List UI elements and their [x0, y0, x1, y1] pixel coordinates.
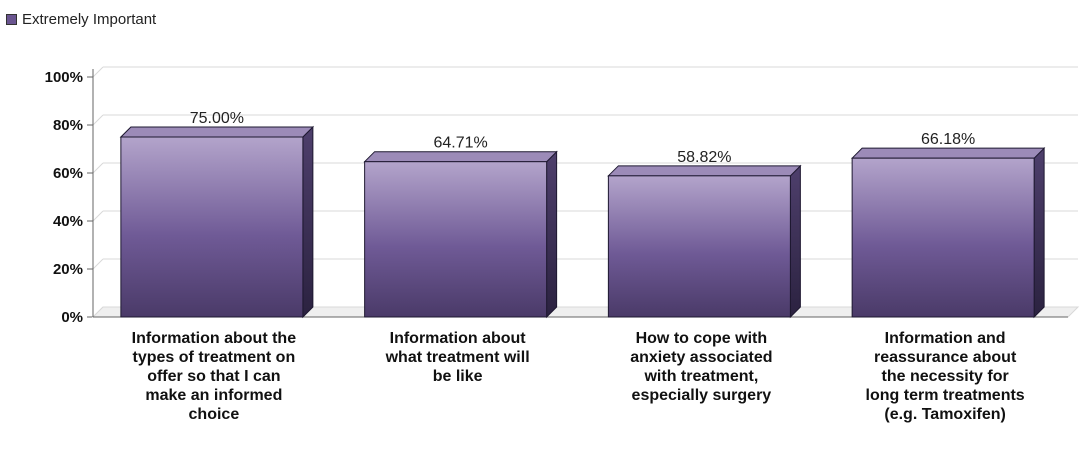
bar-side [1033, 146, 1045, 319]
gridline-side [92, 66, 104, 78]
y-tick-label: 100% [45, 69, 83, 86]
gridline-side [92, 162, 104, 174]
y-tick-label: 80% [53, 117, 83, 134]
x-tick-label: Information about the types of treatment … [132, 330, 297, 423]
data-label: 64.71% [433, 135, 487, 152]
x-tick-label: How to cope with anxiety associated with t… [630, 330, 772, 404]
legend-swatch [6, 13, 17, 25]
bar-side [546, 150, 558, 319]
x-tick-label: Information about what treatment will be l… [385, 330, 530, 385]
gridline-side [92, 258, 104, 270]
bar-top [363, 151, 558, 163]
bar-top [850, 147, 1046, 159]
bar-top [607, 165, 802, 177]
y-tick-label: 20% [53, 261, 83, 278]
bar [851, 157, 1035, 318]
bar [607, 175, 791, 318]
legend-label: Extremely Important [22, 10, 157, 28]
labels: 0% 20% 40% 60% 80% 100% 75.00% Information abou… [45, 69, 1025, 423]
x-tick-label: Information and reassurance about the nece… [866, 330, 1025, 423]
y-tick-label: 60% [53, 165, 83, 182]
bars [119, 125, 1046, 319]
data-label: 75.00% [190, 110, 244, 127]
y-tick-label: 0% [61, 309, 83, 326]
bar-side [789, 164, 801, 319]
data-label: 66.18% [921, 131, 975, 148]
gridline-side [92, 114, 104, 126]
bar [364, 161, 548, 318]
bar [120, 136, 304, 318]
gridline-side [92, 210, 104, 222]
data-label: 58.82% [677, 149, 731, 166]
y-tick-label: 40% [53, 213, 83, 230]
bar-top [119, 126, 315, 138]
chart-legend: Extremely Important [6, 10, 156, 28]
bar-side [302, 125, 314, 319]
